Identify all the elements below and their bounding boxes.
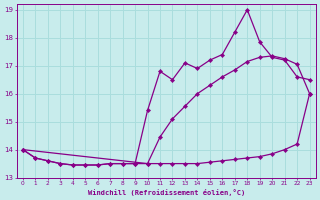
X-axis label: Windchill (Refroidissement éolien,°C): Windchill (Refroidissement éolien,°C) [88, 189, 245, 196]
